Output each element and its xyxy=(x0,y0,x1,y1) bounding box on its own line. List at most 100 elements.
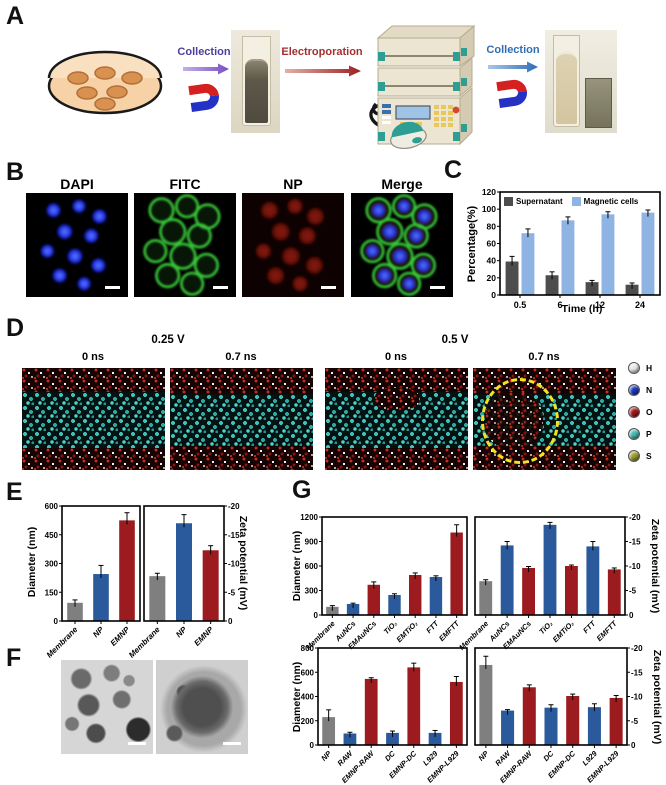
svg-text:0: 0 xyxy=(631,741,636,750)
panel-d-label: D xyxy=(6,314,25,342)
md-snapshot-05v-0ns xyxy=(325,368,468,470)
svg-text:-5: -5 xyxy=(228,588,236,597)
svg-text:NP: NP xyxy=(174,625,189,640)
pore-highlight-circle xyxy=(481,378,559,464)
electroporator-machine-illustration xyxy=(360,12,485,154)
s-atom-icon xyxy=(628,450,640,462)
merge-image xyxy=(351,193,453,297)
svg-text:L929: L929 xyxy=(421,748,440,767)
np-image xyxy=(242,193,344,297)
svg-text:300: 300 xyxy=(45,560,59,569)
g-top-zeta-chart: Membrane AuNCs EMAuNCs TiO₂ EMTiO₂ FTT EMFTT 0-… xyxy=(457,509,665,652)
magnetic-cells-swatch xyxy=(571,197,581,206)
svg-text:6: 6 xyxy=(557,300,562,310)
svg-text:-5: -5 xyxy=(629,587,637,596)
cuvette-photo-after xyxy=(545,30,617,133)
h-atom-icon xyxy=(628,362,640,374)
time-0ns-b: 0 ns xyxy=(384,351,408,363)
svg-text:-15: -15 xyxy=(228,531,240,540)
time-07ns-a: 0.7 ns xyxy=(225,351,257,363)
svg-text:200: 200 xyxy=(301,717,315,726)
e-diameter-chart: Membrane NP EMNP 0 150 300 450 600 xyxy=(44,498,144,660)
svg-text:600: 600 xyxy=(301,668,315,677)
panel-b-label: B xyxy=(6,158,25,186)
voltage-025-label: 0.25 V xyxy=(151,334,185,346)
svg-text:EMNP: EMNP xyxy=(192,625,215,648)
svg-text:0: 0 xyxy=(314,611,319,620)
e-zeta-axis-label: Zeta potential (mV) xyxy=(237,515,249,611)
time-0ns-a: 0 ns xyxy=(81,351,105,363)
e-zeta-chart: Membrane NP EMNP 0 -5 -10 -15 -20 xyxy=(127,498,250,660)
magnet-icon-1 xyxy=(186,80,224,114)
svg-text:NP: NP xyxy=(91,625,106,640)
electroporation-step-label: Electroporation xyxy=(281,46,363,58)
svg-text:EMNP: EMNP xyxy=(109,625,132,648)
svg-text:0: 0 xyxy=(491,290,496,300)
fitc-image xyxy=(134,193,236,297)
time-07ns-b: 0.7 ns xyxy=(528,351,560,363)
svg-text:120: 120 xyxy=(482,187,496,197)
svg-text:L929: L929 xyxy=(580,748,599,767)
svg-text:-20: -20 xyxy=(631,644,643,653)
svg-text:600: 600 xyxy=(305,562,319,571)
svg-text:Membrane: Membrane xyxy=(45,625,80,660)
svg-text:0.5: 0.5 xyxy=(514,300,527,310)
tem-image-np xyxy=(61,660,153,754)
cuvette-photo-before xyxy=(231,30,280,133)
n-atom-icon xyxy=(628,384,640,396)
svg-text:80: 80 xyxy=(487,221,497,231)
collection-arrow-1 xyxy=(182,62,230,76)
svg-text:NP: NP xyxy=(319,748,333,762)
svg-text:900: 900 xyxy=(305,538,319,547)
c-bar-chart: 0.5 6 12 24 0 20 40 60 80 100 120 xyxy=(460,185,666,317)
svg-text:-10: -10 xyxy=(631,693,643,702)
svg-text:1200: 1200 xyxy=(300,513,318,522)
svg-text:600: 600 xyxy=(45,502,59,511)
svg-text:-10: -10 xyxy=(228,560,240,569)
svg-text:DC: DC xyxy=(541,749,555,763)
electroporation-arrow xyxy=(284,64,362,78)
np-label: NP xyxy=(283,176,303,192)
c-chart-legend: Supernatant Magnetic cells xyxy=(504,197,638,206)
atom-legend-s: S xyxy=(628,450,652,462)
svg-text:-20: -20 xyxy=(629,513,641,522)
legend-supernatant: Supernatant xyxy=(504,197,563,206)
collection-step3-label: Collection xyxy=(486,44,540,56)
g-bottom-diameter-chart: NP RAW EMNP-RAW DC EMNP-DC L929 EMNP-L929 0 200 4… xyxy=(301,640,474,785)
panel-g-label: G xyxy=(292,476,312,504)
c-x-axis-label: Time (h) xyxy=(561,303,603,315)
svg-text:450: 450 xyxy=(45,531,59,540)
collection-step1-label: Collection xyxy=(177,46,231,58)
svg-text:-10: -10 xyxy=(629,562,641,571)
svg-text:0: 0 xyxy=(629,611,634,620)
svg-text:-15: -15 xyxy=(629,538,641,547)
svg-text:0: 0 xyxy=(54,617,59,626)
svg-text:TiO₂: TiO₂ xyxy=(382,619,399,636)
svg-text:0: 0 xyxy=(310,741,315,750)
svg-text:RAW: RAW xyxy=(493,748,512,767)
o-atom-icon xyxy=(628,406,640,418)
merge-label: Merge xyxy=(381,176,423,192)
voltage-05-label: 0.5 V xyxy=(441,334,469,346)
collection-arrow-2 xyxy=(487,60,539,74)
g1-zeta-axis-label: Zeta potential (mV) xyxy=(649,518,661,614)
md-snapshot-05v-07ns xyxy=(473,368,616,470)
svg-text:0: 0 xyxy=(228,617,233,626)
svg-text:400: 400 xyxy=(301,693,315,702)
svg-text:20: 20 xyxy=(487,273,497,283)
g-bottom-zeta-chart: NP RAW EMNP-RAW DC EMNP-DC L929 EMNP-L929 0 -5 -1… xyxy=(474,640,665,785)
svg-text:-20: -20 xyxy=(228,502,240,511)
svg-text:FTT: FTT xyxy=(424,618,441,635)
fitc-label: FITC xyxy=(169,176,201,192)
e-diameter-axis-label: Diameter (nm) xyxy=(26,526,38,598)
md-snapshot-025v-0ns xyxy=(22,368,165,470)
atom-legend-h: H xyxy=(628,362,652,374)
svg-text:FTT: FTT xyxy=(581,618,598,635)
dapi-label: DAPI xyxy=(60,176,94,192)
svg-text:300: 300 xyxy=(305,587,319,596)
atom-legend-n: N xyxy=(628,384,652,396)
svg-text:24: 24 xyxy=(635,300,645,310)
legend-magnetic-cells: Magnetic cells xyxy=(571,197,638,206)
svg-text:TiO₂: TiO₂ xyxy=(537,619,554,636)
